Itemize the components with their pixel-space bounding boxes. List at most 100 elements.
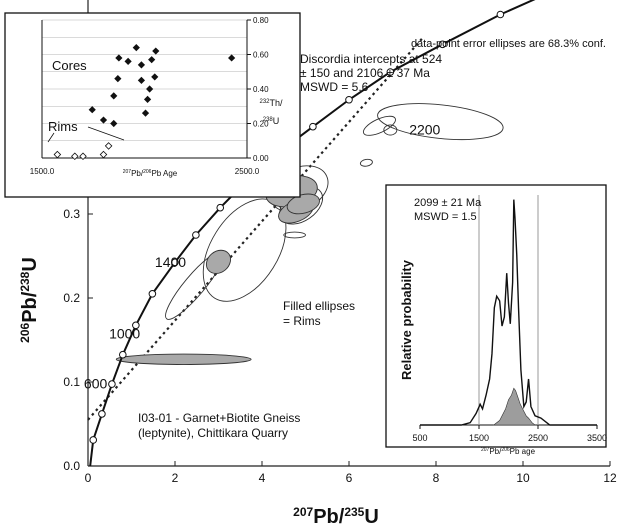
- sample-description: (leptynite), Chittikara Quarry: [138, 426, 288, 440]
- rim-ellipse: [115, 353, 252, 365]
- core-point: [137, 61, 146, 69]
- label-part: U: [364, 506, 378, 528]
- rims-pointer: [47, 132, 55, 143]
- x-tick-label: 8: [433, 471, 440, 485]
- concordia-age-marker: [98, 410, 106, 418]
- y-tick-label: 0.2: [63, 291, 80, 305]
- concordia-age-marker: [216, 203, 225, 212]
- inset-y-tick-label: 0.80: [253, 16, 269, 25]
- inset-x-tick-label: 2500: [528, 433, 548, 443]
- label-part: Pb age: [510, 447, 536, 456]
- core-point: [148, 56, 156, 64]
- label-part: Th/: [270, 98, 284, 108]
- core-point: [115, 54, 123, 62]
- inset-x-tick-label: 3500: [587, 433, 607, 443]
- label-part: 232: [259, 99, 270, 105]
- rims-pointer: [87, 126, 125, 141]
- inset-x-axis-label: 207Pb/206Pb age: [481, 447, 536, 456]
- inset-frame: [385, 184, 607, 448]
- rim-point: [79, 152, 87, 161]
- label-part: Pb/: [313, 506, 345, 528]
- probability-inset: 500 1500 2500 3500 207Pb/206Pb age Relative p…: [385, 184, 607, 456]
- age-distribution-fill: [492, 387, 536, 426]
- y-tick-label: 0.3: [63, 207, 80, 221]
- probability-curve: [420, 199, 597, 426]
- inset-y-tick-label: 0.40: [253, 85, 269, 94]
- core-point: [143, 95, 152, 103]
- age-label: 2200: [409, 122, 440, 138]
- age-label: 600: [84, 376, 108, 392]
- inset-frame: [4, 12, 301, 198]
- x-tick-label: 12: [603, 471, 617, 485]
- concordia-age-marker: [345, 95, 353, 104]
- sample-description: I03-01 - Garnet+Biotite Gneiss: [138, 411, 300, 425]
- inset-x-axis-label: 207Pb/206Pb Age: [123, 169, 178, 178]
- label-part: 206: [18, 322, 32, 342]
- label-part: Pb/: [131, 169, 144, 178]
- label-part: U: [273, 116, 280, 126]
- label-part: 238: [263, 117, 274, 123]
- core-point: [141, 109, 150, 117]
- x-axis-label: 207Pb/235U: [293, 505, 379, 528]
- concordia-age-marker: [386, 68, 395, 76]
- y-tick-label: 0.1: [63, 375, 80, 389]
- label-part: Pb/: [489, 447, 502, 456]
- label-part: 207: [123, 169, 132, 175]
- inset-x-tick-label: 500: [412, 433, 427, 443]
- label-part: 235: [344, 505, 364, 519]
- core-point: [137, 76, 146, 84]
- x-tick-label: 0: [85, 471, 92, 485]
- main-plot: 0 2 4 6 8 10 120.00.10.20.3207Pb/235U206Pb/238…: [18, 0, 617, 528]
- inset-y-axis-label: Relative probability: [399, 259, 414, 380]
- label-part: Pb Age: [151, 169, 177, 178]
- core-point: [110, 92, 118, 100]
- core-point: [110, 119, 118, 128]
- rim-ellipse: [286, 193, 320, 215]
- inset-y-tick-label: 0.00: [253, 154, 269, 163]
- age-annotation: 2099 ± 21 Ma: [414, 197, 482, 209]
- error-ellipse-note: data-point error ellipses are 68.3% conf…: [411, 38, 606, 50]
- rim-point: [99, 150, 108, 159]
- concordia-age-marker: [148, 290, 157, 298]
- concordia-age-marker: [496, 10, 505, 19]
- discordia-intercepts-text: ± 150 and 2106 ± 37 Ma: [300, 66, 430, 80]
- mswd-annotation: MSWD = 1.5: [414, 211, 477, 223]
- th-u-inset: 0.00 0.20 0.40 0.60 0.80 1500.0 2500.0 207Pb/20…: [4, 12, 301, 198]
- core-ellipse: [359, 158, 373, 167]
- inset-x-tick-label: 2500.0: [235, 167, 260, 176]
- rim-point: [104, 142, 113, 150]
- concordia-age-marker: [132, 321, 140, 330]
- filled-ellipses-note: = Rims: [283, 314, 321, 328]
- discordia-intercepts-text: Discordia intercepts at 524: [300, 52, 442, 66]
- x-tick-label: 4: [259, 471, 266, 485]
- concordia-age-marker: [119, 350, 127, 359]
- label-part: 207: [293, 505, 313, 519]
- core-point: [228, 54, 236, 62]
- label-part: 207: [481, 447, 490, 453]
- concordia-age-marker: [192, 231, 200, 239]
- core-ellipse: [283, 231, 306, 239]
- concordia-age-marker: [89, 436, 98, 444]
- x-tick-label: 6: [346, 471, 353, 485]
- core-point: [88, 106, 96, 114]
- label-part: Pb/: [19, 291, 41, 323]
- inset-x-tick-label: 1500: [469, 433, 489, 443]
- rim-point: [53, 150, 62, 159]
- label-part: 238: [18, 271, 32, 291]
- core-point: [132, 44, 140, 52]
- rim-point: [71, 152, 79, 161]
- label-part: 206: [143, 169, 152, 175]
- core-point: [114, 75, 122, 83]
- discordia-mswd-text: MSWD = 5.6: [300, 80, 369, 94]
- inset-y-tick-label: 0.20: [253, 120, 269, 129]
- core-point: [152, 47, 160, 55]
- concordia-age-marker: [438, 40, 447, 49]
- rims-label: Rims: [48, 119, 78, 134]
- y-axis-label: 206Pb/238U: [18, 257, 41, 343]
- x-tick-label: 10: [516, 471, 530, 485]
- core-point: [99, 116, 108, 124]
- inset-y-axis-label: 238U: [263, 116, 280, 126]
- concordia-age-marker: [171, 258, 179, 267]
- core-point: [146, 85, 154, 93]
